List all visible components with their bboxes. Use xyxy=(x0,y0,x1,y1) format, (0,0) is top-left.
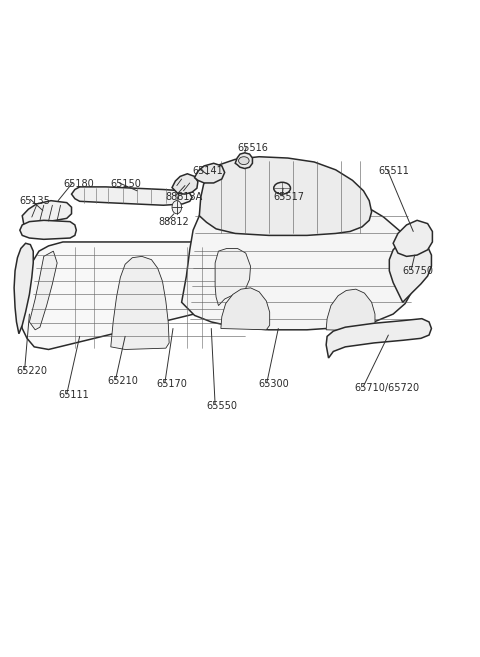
Text: 65180: 65180 xyxy=(63,179,94,189)
Text: 65550: 65550 xyxy=(206,401,238,411)
Polygon shape xyxy=(326,289,375,331)
Text: 65516: 65516 xyxy=(238,143,268,153)
Text: 65111: 65111 xyxy=(58,390,89,400)
Text: 65511: 65511 xyxy=(379,166,409,176)
Text: 65750: 65750 xyxy=(403,266,434,276)
Polygon shape xyxy=(235,153,252,169)
Polygon shape xyxy=(181,185,416,330)
Polygon shape xyxy=(194,164,225,183)
Text: 65220: 65220 xyxy=(16,366,47,376)
Text: 65710/65720: 65710/65720 xyxy=(355,382,420,392)
Text: 65300: 65300 xyxy=(258,379,289,389)
Polygon shape xyxy=(172,173,198,194)
Polygon shape xyxy=(111,256,169,350)
Polygon shape xyxy=(221,288,270,330)
Text: 88812: 88812 xyxy=(158,217,190,227)
Text: 65170: 65170 xyxy=(156,379,187,389)
Ellipse shape xyxy=(239,157,249,165)
Polygon shape xyxy=(20,220,76,239)
Polygon shape xyxy=(215,248,251,306)
Text: 65517: 65517 xyxy=(274,193,304,202)
Text: 65135: 65135 xyxy=(20,196,51,206)
Text: 65141: 65141 xyxy=(192,166,223,176)
Polygon shape xyxy=(393,220,432,256)
Ellipse shape xyxy=(274,182,290,194)
Polygon shape xyxy=(29,251,57,330)
Circle shape xyxy=(172,200,181,214)
Polygon shape xyxy=(20,242,254,350)
Polygon shape xyxy=(199,157,372,235)
Text: 88813A: 88813A xyxy=(166,193,203,202)
Polygon shape xyxy=(389,238,432,302)
Polygon shape xyxy=(72,187,192,205)
Polygon shape xyxy=(22,200,72,227)
Text: 65150: 65150 xyxy=(111,179,142,189)
Text: 65210: 65210 xyxy=(107,376,138,386)
Polygon shape xyxy=(14,243,33,334)
Polygon shape xyxy=(326,319,432,358)
